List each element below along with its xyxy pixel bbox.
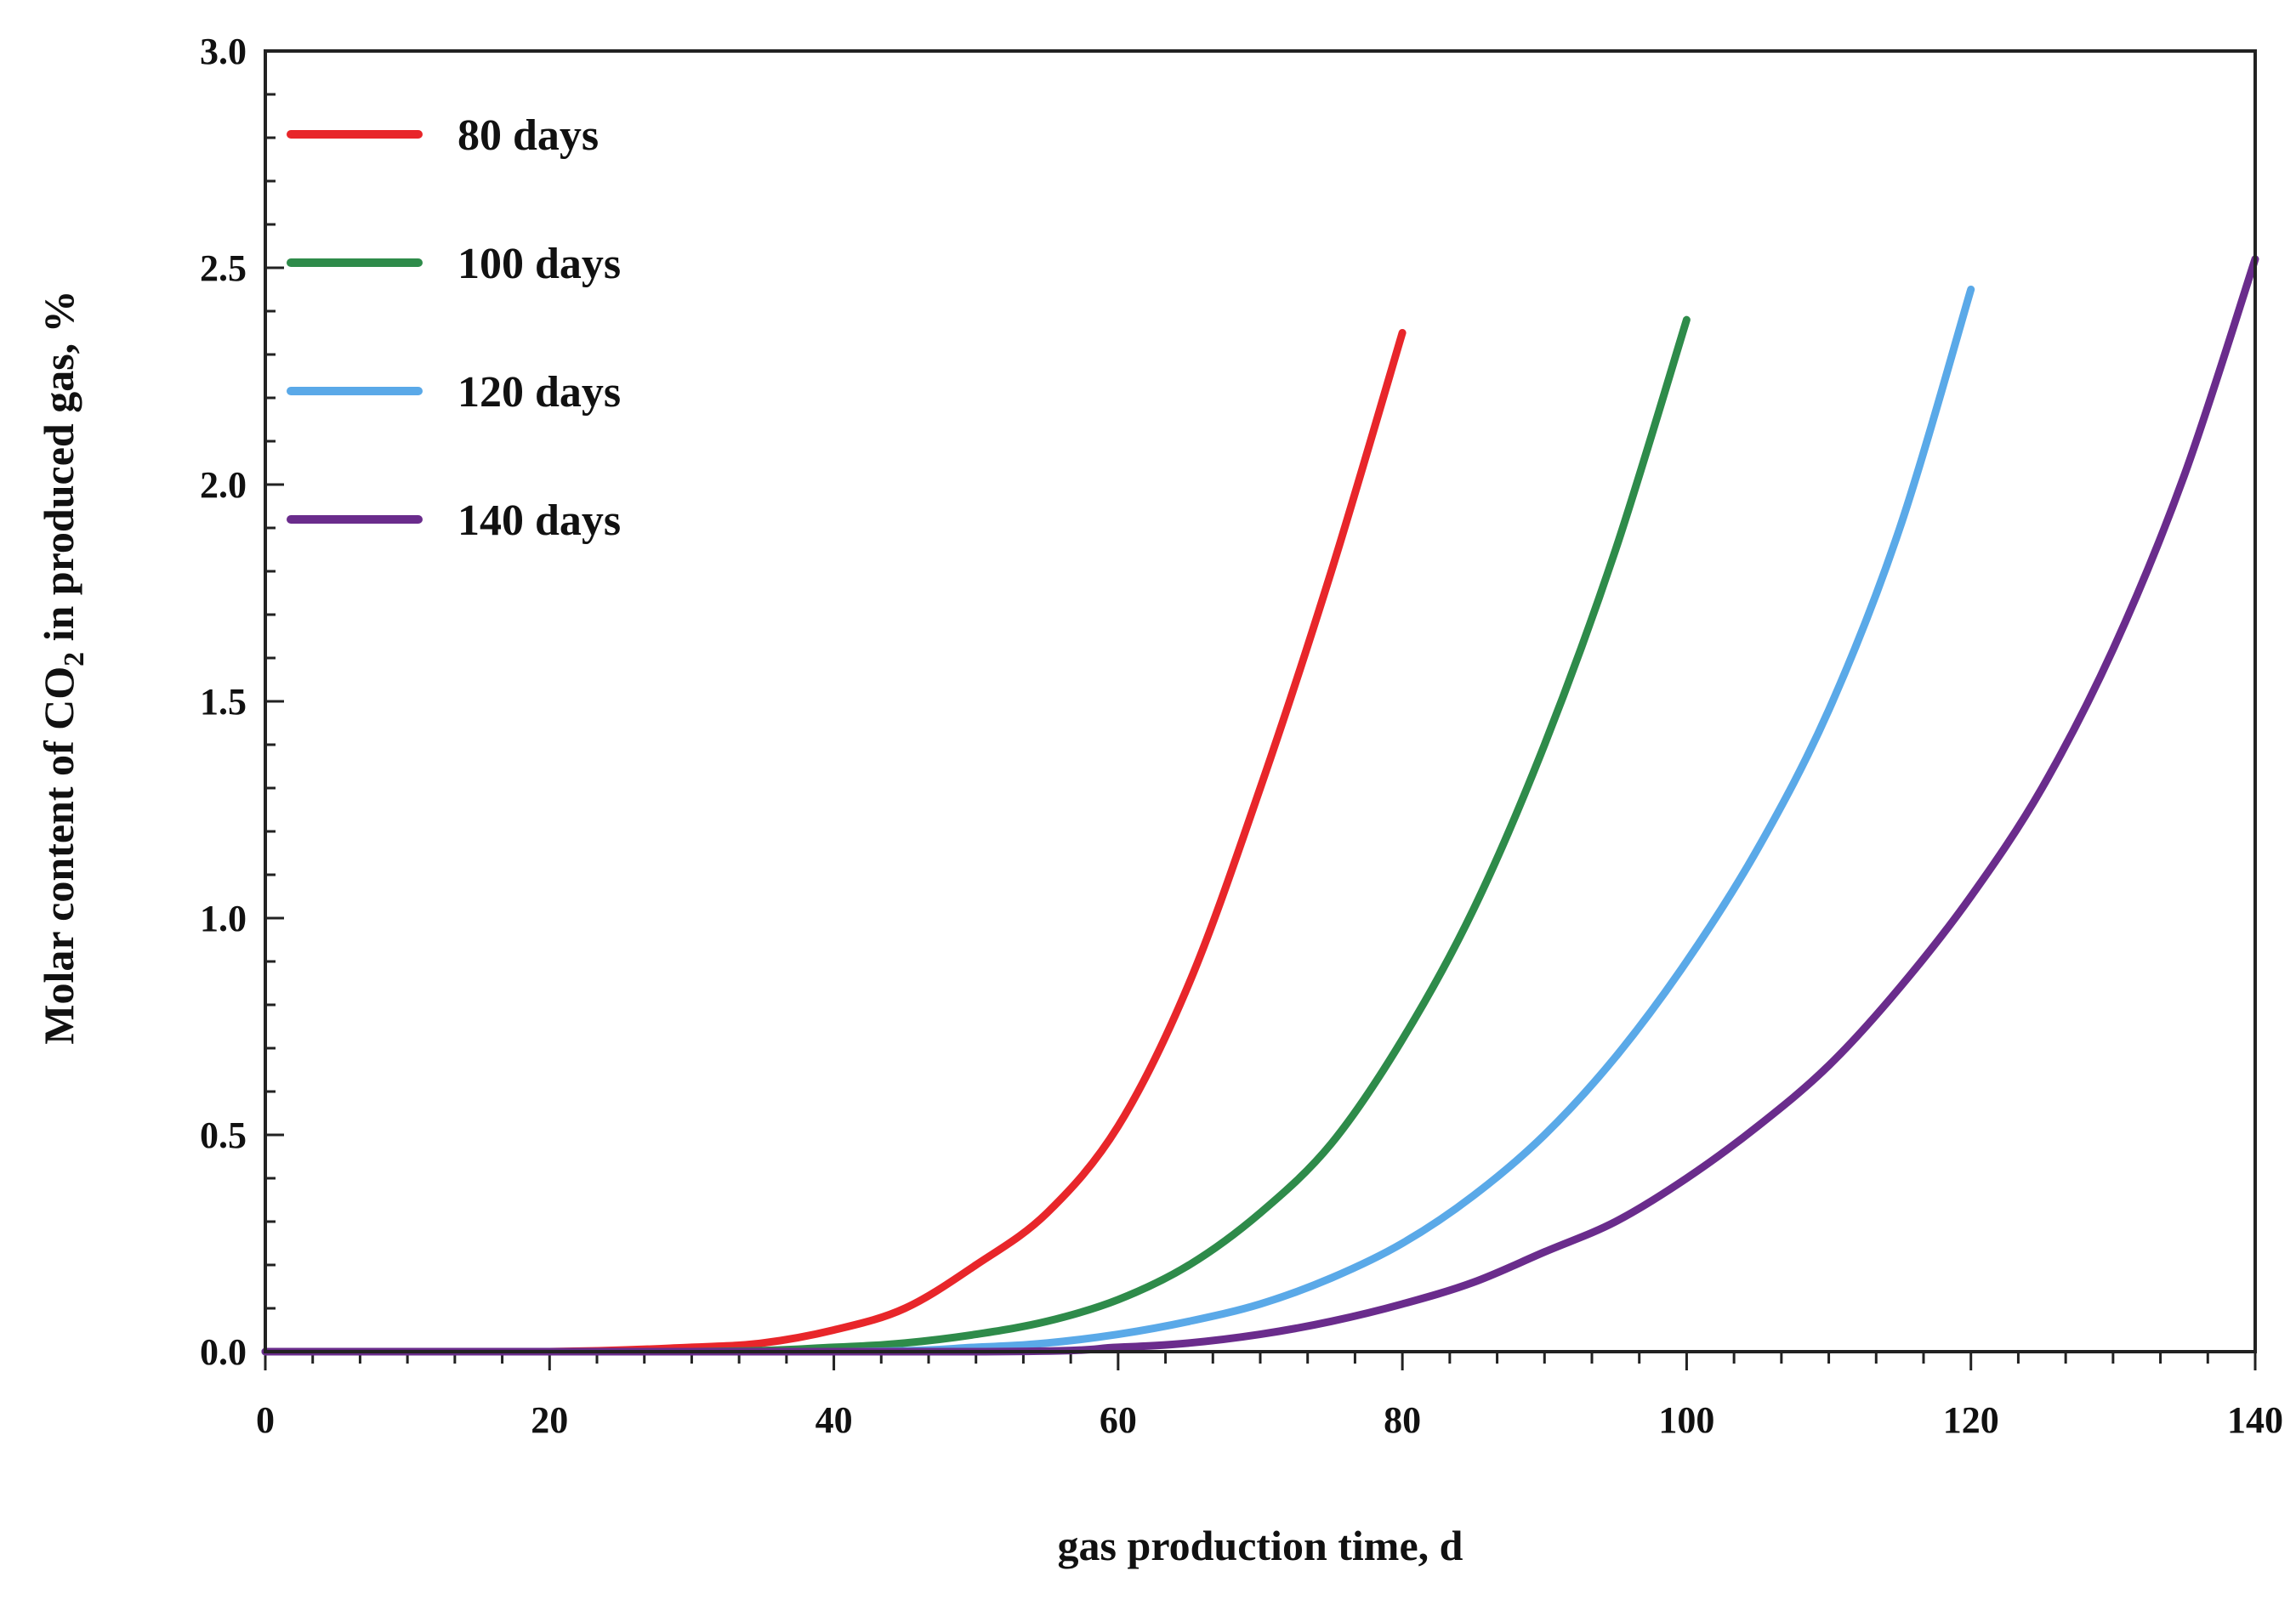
series-line-140-days xyxy=(261,255,2259,1356)
legend: 80 days 100 days 120 days 140 days xyxy=(287,111,621,545)
x-tick-label: 40 xyxy=(816,1399,853,1441)
y-tick-label: 2.0 xyxy=(200,464,247,506)
legend-label: 140 days xyxy=(457,496,621,545)
x-tick-label: 20 xyxy=(531,1399,568,1441)
x-axis-label: gas production time, d xyxy=(1058,1522,1463,1569)
y-tick-label: 3.0 xyxy=(200,31,247,72)
x-tick-label: 100 xyxy=(1658,1399,1714,1441)
x-axis-ticks: 0 20 40 60 80 100 120 140 xyxy=(256,1352,2283,1441)
y-tick-label: 1.0 xyxy=(200,898,247,939)
y-axis-label-prefix: Molar content of CO xyxy=(35,666,82,1045)
x-tick-label: 140 xyxy=(2227,1399,2283,1441)
x-tick-label: 120 xyxy=(1943,1399,1999,1441)
y-tick-label: 0.0 xyxy=(200,1331,247,1373)
y-axis-ticks: 0.0 0.5 1.0 1.5 2.0 2.5 3.0 xyxy=(200,31,284,1373)
series-lines xyxy=(261,255,2259,1356)
y-axis-label: Molar content of CO2 in produced gas, % xyxy=(35,290,90,1044)
y-tick-label: 0.5 xyxy=(200,1114,247,1156)
legend-label: 120 days xyxy=(457,368,621,417)
x-tick-label: 80 xyxy=(1384,1399,1421,1441)
y-axis-label-suffix: in produced gas, % xyxy=(35,290,82,652)
series-line-120-days xyxy=(261,286,1975,1356)
plot-area-frame xyxy=(264,49,2257,1353)
legend-label: 100 days xyxy=(457,240,621,288)
series-line-80-days xyxy=(261,329,1407,1356)
y-tick-label: 2.5 xyxy=(200,247,247,289)
x-tick-label: 0 xyxy=(256,1399,275,1441)
legend-label: 80 days xyxy=(457,111,599,160)
y-tick-label: 1.5 xyxy=(200,681,247,723)
y-axis-label-subscript: 2 xyxy=(59,652,90,666)
x-tick-label: 60 xyxy=(1100,1399,1137,1441)
